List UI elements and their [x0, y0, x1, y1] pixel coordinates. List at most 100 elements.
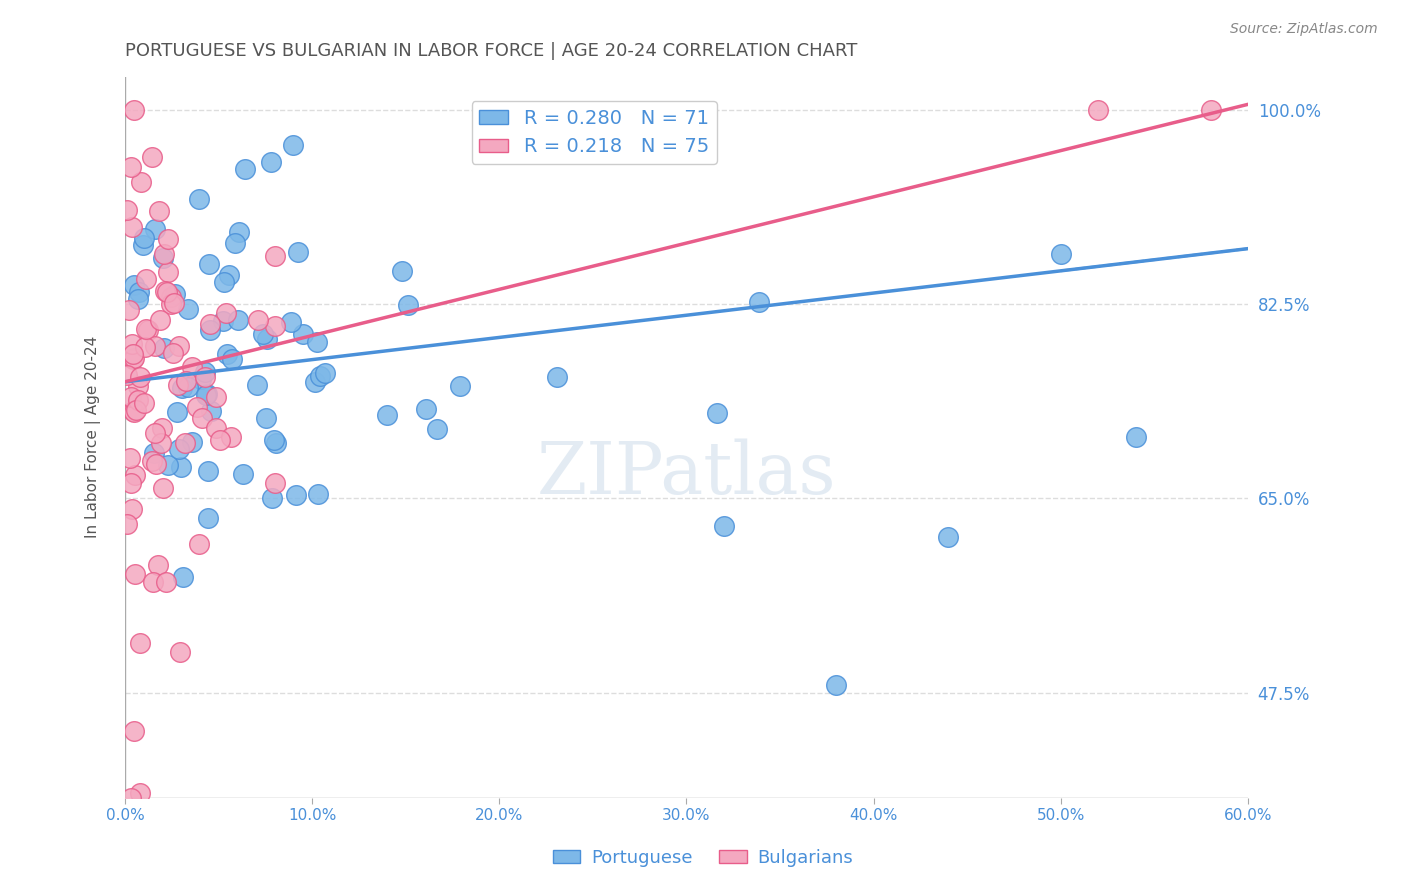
- Y-axis label: In Labor Force | Age 20-24: In Labor Force | Age 20-24: [86, 336, 101, 539]
- Point: [120, 391, 142, 405]
- Point: [122, 351, 145, 365]
- Point: [120, 791, 142, 805]
- Point: [224, 235, 246, 250]
- Point: [121, 337, 143, 351]
- Point: [215, 305, 238, 319]
- Point: [292, 326, 315, 341]
- Point: [118, 450, 141, 465]
- Point: [180, 359, 202, 374]
- Point: [122, 404, 145, 418]
- Point: [1087, 103, 1109, 117]
- Point: [141, 150, 163, 164]
- Point: [163, 296, 186, 310]
- Point: [177, 301, 200, 316]
- Point: [134, 341, 156, 355]
- Point: [118, 303, 141, 318]
- Point: [194, 365, 217, 379]
- Point: [124, 566, 146, 581]
- Point: [135, 322, 157, 336]
- Point: [938, 530, 960, 544]
- Point: [188, 192, 211, 206]
- Point: [228, 225, 250, 239]
- Point: [706, 406, 728, 420]
- Point: [122, 278, 145, 293]
- Point: [1125, 430, 1147, 444]
- Point: [132, 396, 155, 410]
- Point: [280, 315, 302, 329]
- Point: [375, 409, 398, 423]
- Point: [121, 220, 143, 235]
- Point: [252, 326, 274, 341]
- Point: [314, 366, 336, 380]
- Point: [170, 460, 193, 475]
- Point: [142, 445, 165, 459]
- Point: [172, 570, 194, 584]
- Point: [263, 319, 285, 334]
- Point: [153, 247, 176, 261]
- Point: [205, 390, 228, 404]
- Point: [304, 375, 326, 389]
- Point: [127, 393, 149, 408]
- Point: [232, 467, 254, 482]
- Point: [396, 298, 419, 312]
- Point: [120, 160, 142, 174]
- Point: [260, 491, 283, 505]
- Point: [219, 430, 242, 444]
- Point: [148, 558, 170, 572]
- Point: [128, 369, 150, 384]
- Point: [143, 339, 166, 353]
- Point: [391, 264, 413, 278]
- Text: ZIPatlas: ZIPatlas: [537, 438, 837, 508]
- Point: [160, 296, 183, 310]
- Point: [221, 352, 243, 367]
- Point: [186, 400, 208, 414]
- Point: [142, 574, 165, 589]
- Point: [285, 488, 308, 502]
- Point: [157, 458, 180, 473]
- Point: [160, 289, 183, 303]
- Point: [165, 287, 187, 301]
- Point: [205, 421, 228, 435]
- Point: [1049, 247, 1071, 261]
- Legend: Portuguese, Bulgarians: Portuguese, Bulgarians: [546, 842, 860, 874]
- Point: [145, 425, 167, 440]
- Point: [167, 339, 190, 353]
- Point: [156, 285, 179, 299]
- Point: [200, 404, 222, 418]
- Point: [449, 379, 471, 393]
- Point: [150, 420, 173, 434]
- Point: [426, 421, 449, 435]
- Point: [136, 323, 159, 337]
- Text: PORTUGUESE VS BULGARIAN IN LABOR FORCE | AGE 20-24 CORRELATION CHART: PORTUGUESE VS BULGARIAN IN LABOR FORCE |…: [125, 42, 858, 60]
- Point: [233, 161, 256, 176]
- Point: [263, 433, 285, 447]
- Point: [128, 785, 150, 799]
- Point: [155, 574, 177, 589]
- Legend: R = 0.280   N = 71, R = 0.218   N = 75: R = 0.280 N = 71, R = 0.218 N = 75: [471, 101, 717, 164]
- Point: [218, 268, 240, 282]
- Point: [1199, 103, 1222, 117]
- Point: [212, 275, 235, 289]
- Point: [141, 453, 163, 467]
- Point: [122, 404, 145, 418]
- Point: [152, 481, 174, 495]
- Point: [152, 341, 174, 355]
- Point: [128, 635, 150, 649]
- Point: [263, 475, 285, 490]
- Point: [149, 313, 172, 327]
- Point: [198, 323, 221, 337]
- Point: [174, 436, 197, 450]
- Point: [264, 436, 287, 450]
- Point: [127, 379, 149, 393]
- Point: [145, 457, 167, 471]
- Point: [415, 402, 437, 417]
- Point: [128, 285, 150, 299]
- Point: [162, 345, 184, 359]
- Point: [143, 222, 166, 236]
- Point: [748, 295, 770, 310]
- Point: [121, 352, 143, 367]
- Point: [256, 332, 278, 346]
- Point: [181, 435, 204, 450]
- Point: [129, 175, 152, 189]
- Point: [825, 678, 848, 692]
